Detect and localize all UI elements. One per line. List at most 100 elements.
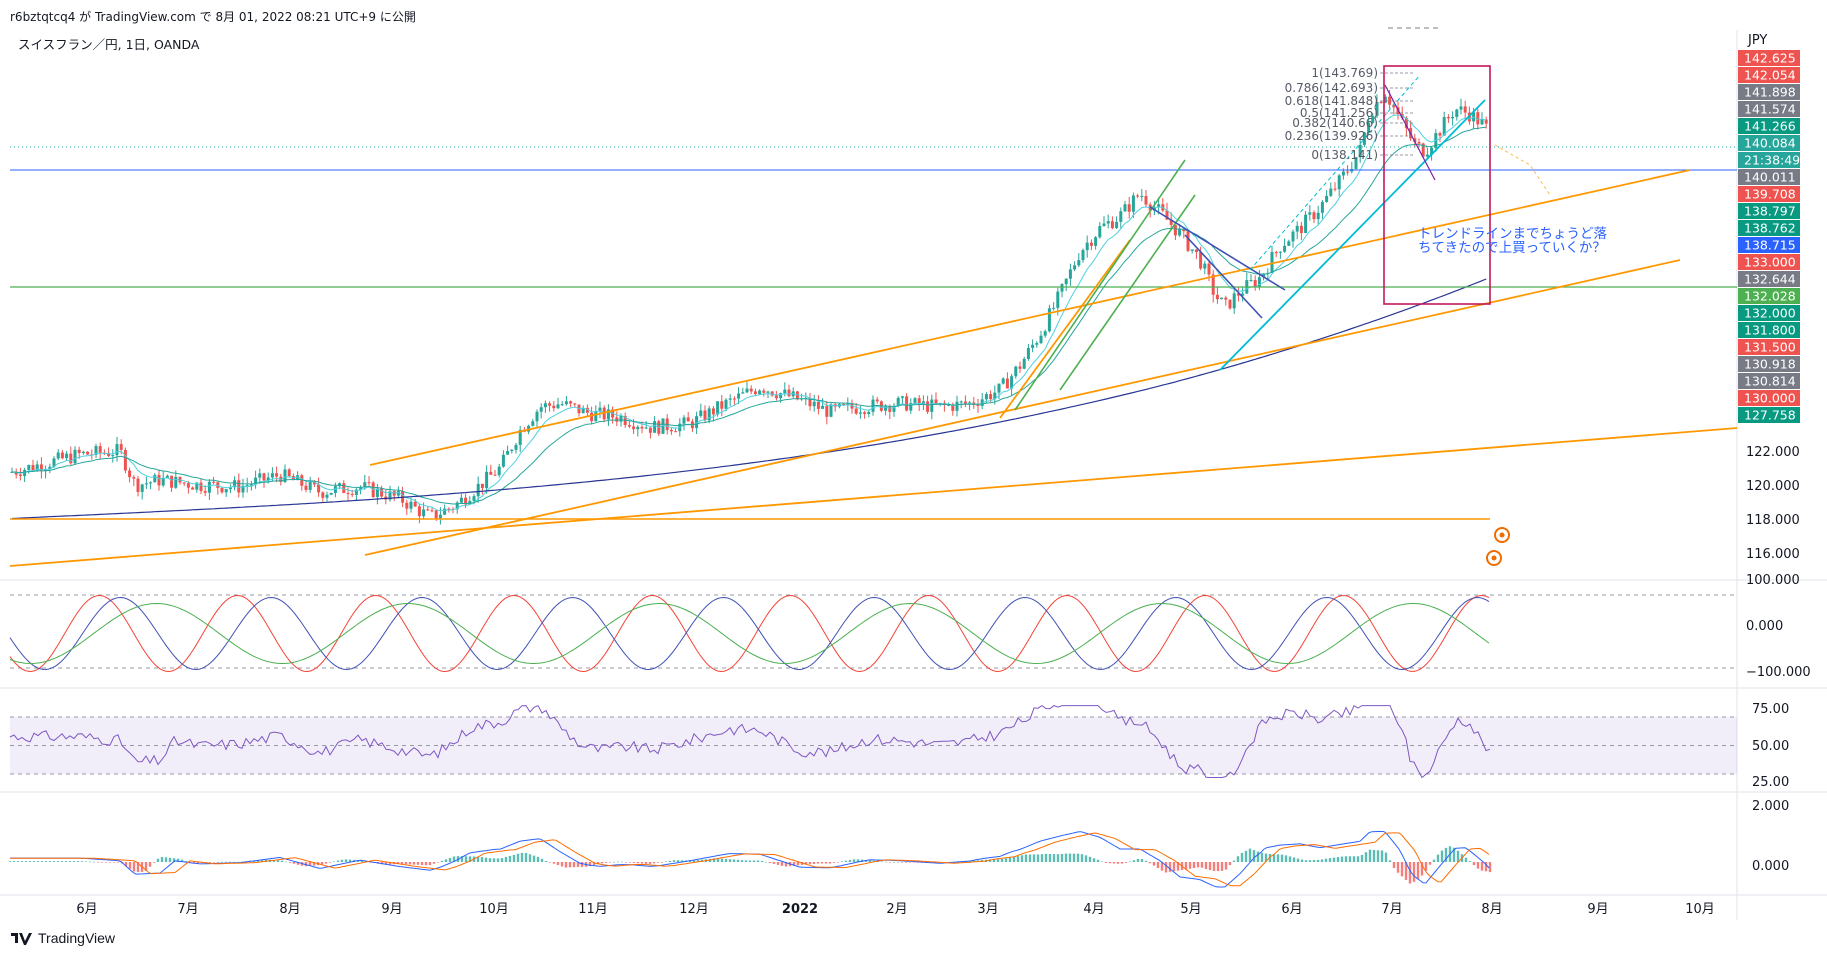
- candle-body: [1375, 101, 1379, 116]
- macd-histogram-bar: [1336, 857, 1340, 862]
- candle-body: [1047, 308, 1051, 332]
- candle-body: [1262, 273, 1266, 278]
- candle-body: [556, 404, 560, 409]
- candle-body: [1068, 269, 1072, 279]
- time-axis-label: 3月: [977, 902, 998, 917]
- price-scale-label: 116.000: [1746, 547, 1800, 562]
- candle-body: [615, 417, 619, 422]
- price-tag: [1738, 373, 1800, 389]
- stoch-rsi-pane[interactable]: [9, 594, 1737, 673]
- candle-body: [627, 425, 631, 427]
- pullback-line: [1384, 84, 1436, 181]
- macd-histogram-bar: [340, 859, 344, 862]
- annotation-line-2: ちてきたので上買っていくか？: [1418, 240, 1606, 256]
- ema-50-line: [11, 126, 1487, 505]
- candle-body: [1010, 376, 1014, 389]
- candle-body: [354, 489, 358, 495]
- event-icon-dot: [1499, 532, 1505, 538]
- candle-body: [1241, 293, 1245, 296]
- candle-body: [312, 481, 316, 485]
- candle-body: [1455, 109, 1459, 117]
- macd-histogram-bar: [440, 860, 444, 862]
- macd-histogram-bar: [536, 856, 540, 862]
- macd-histogram-bar: [324, 862, 328, 864]
- stoch-k-line: [9, 594, 1490, 673]
- macd-histogram-bar: [1144, 860, 1148, 862]
- macd-histogram-bar: [1428, 862, 1432, 865]
- macd-histogram-bar: [616, 861, 620, 863]
- macd-histogram-bar: [1208, 862, 1212, 871]
- candle-body: [728, 398, 732, 400]
- macd-histogram-bar: [232, 861, 236, 863]
- macd-histogram-bar: [96, 862, 100, 863]
- macd-histogram-bar: [876, 861, 880, 862]
- candle-body: [1136, 195, 1140, 197]
- macd-histogram-bar: [632, 862, 636, 863]
- candle-body: [619, 415, 623, 422]
- main-price-pane[interactable]: 1(143.769)0.786(142.693)0.618(141.848)0.…: [9, 27, 1738, 567]
- macd-histogram-bar: [680, 860, 684, 862]
- rsi-pane[interactable]: [9, 704, 1737, 779]
- macd-histogram-bar: [816, 862, 820, 864]
- macd-histogram-bar: [564, 862, 568, 868]
- time-axis-label: 12月: [679, 902, 709, 917]
- tradingview-brand[interactable]: TradingView: [10, 930, 115, 946]
- macd-histogram-bar: [1332, 857, 1336, 862]
- candle-body: [489, 471, 493, 475]
- candle-body: [854, 408, 858, 414]
- macd-histogram-bar: [276, 860, 280, 862]
- macd-histogram-bar: [80, 861, 84, 862]
- candle-body: [249, 484, 253, 486]
- macd-histogram-bar: [608, 862, 612, 863]
- macd-histogram-bar: [1308, 860, 1312, 862]
- macd-histogram-bar: [768, 862, 772, 863]
- macd-histogram-bar: [804, 862, 808, 865]
- macd-histogram-bar: [1160, 862, 1164, 871]
- macd-histogram-bar: [396, 862, 400, 865]
- candle-body: [1346, 171, 1350, 173]
- macd-pane[interactable]: [8, 831, 1492, 888]
- macd-histogram-bar: [912, 862, 916, 863]
- candle-body: [1224, 297, 1228, 300]
- macd-histogram-bar: [900, 862, 904, 863]
- candle-body: [594, 411, 598, 422]
- macd-histogram-bar: [284, 861, 288, 863]
- trendline-upper: [369, 169, 1691, 466]
- macd-histogram-bar: [224, 861, 228, 863]
- candle-body: [1026, 347, 1030, 359]
- price-tag: [1738, 237, 1800, 253]
- candle-body: [333, 486, 337, 493]
- candle-body: [993, 392, 997, 400]
- candle-body: [157, 474, 161, 486]
- candle-body: [115, 444, 119, 456]
- candle-body: [842, 403, 846, 405]
- macd-histogram-bar: [1136, 858, 1140, 862]
- macd-histogram-bar: [724, 858, 728, 862]
- symbol-title[interactable]: スイスフラン／円, 1日, OANDA: [18, 37, 200, 52]
- macd-histogram-bar: [676, 860, 680, 862]
- candle-body: [905, 396, 909, 411]
- candle-body: [1140, 196, 1144, 198]
- macd-histogram-bar: [796, 862, 800, 866]
- candle-body: [107, 453, 111, 456]
- candle-body: [1173, 224, 1177, 236]
- price-tag: [1738, 407, 1800, 423]
- candle-body: [1291, 231, 1295, 242]
- candle-body: [1295, 225, 1299, 232]
- macd-histogram-bar: [696, 859, 700, 862]
- macd-histogram-bar: [1092, 858, 1096, 862]
- macd-histogram-bar: [320, 862, 324, 865]
- candle-body: [417, 506, 421, 517]
- macd-histogram-bar: [528, 854, 532, 862]
- candle-body: [405, 502, 409, 509]
- macd-histogram-bar: [1196, 862, 1200, 868]
- macd-histogram-bar: [360, 860, 364, 862]
- candle-body: [1165, 210, 1169, 220]
- macd-histogram-bar: [732, 859, 736, 862]
- candle-body: [182, 482, 186, 484]
- candle-body: [1207, 263, 1211, 275]
- trendline-steep: [999, 239, 1131, 419]
- candle-body: [266, 477, 270, 481]
- macd-histogram-bar: [988, 859, 992, 862]
